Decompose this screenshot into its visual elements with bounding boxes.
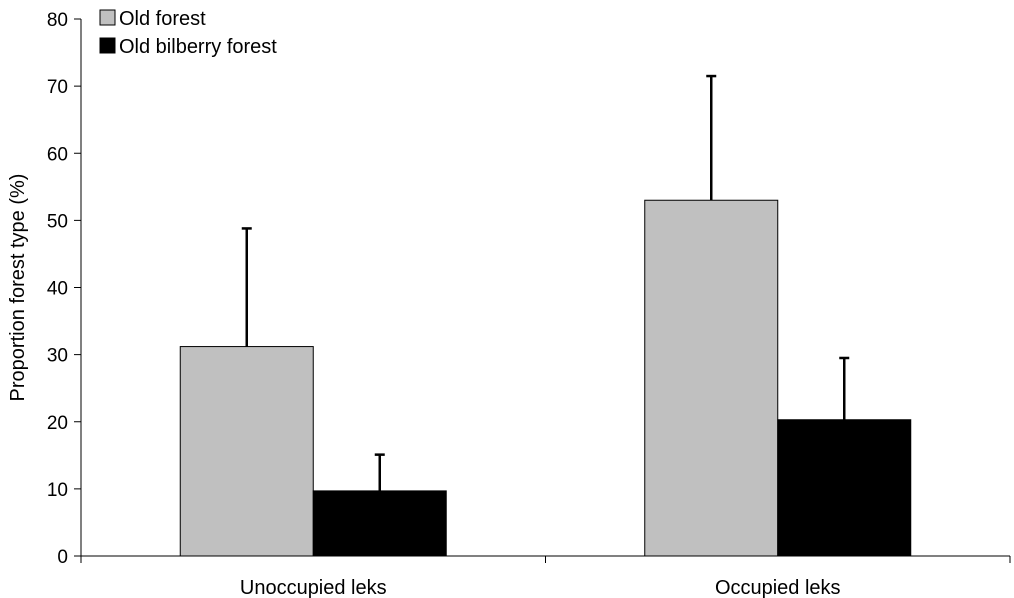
legend-swatch xyxy=(99,9,116,26)
bars xyxy=(179,199,912,557)
axes xyxy=(80,19,1010,557)
y-axis-ticks: 0 10 20 30 40 50 60 70 80 xyxy=(47,10,81,568)
bar-old-forest-unoccupied xyxy=(179,346,314,557)
bar-old-bilberry-forest-occupied xyxy=(777,419,912,557)
legend-label: Old forest xyxy=(119,8,206,30)
category-label: Unoccupied leks xyxy=(240,577,387,598)
y-tick-label: 10 xyxy=(47,480,68,501)
category-labels: Unoccupied leks Occupied leks xyxy=(240,577,841,598)
x-axis-ticks xyxy=(80,556,1011,563)
bar-old-bilberry-forest-unoccupied xyxy=(312,490,447,557)
y-tick-label: 80 xyxy=(47,10,68,31)
y-tick-label: 60 xyxy=(47,144,68,165)
error-bars xyxy=(241,74,850,491)
y-tick-label: 0 xyxy=(57,547,68,568)
category-label: Occupied leks xyxy=(715,577,841,598)
y-axis-title: Proportion forest type (%) xyxy=(7,174,29,402)
y-tick-label: 20 xyxy=(47,413,68,434)
legend-label: Old bilberry forest xyxy=(119,36,277,58)
legend-swatch xyxy=(99,37,116,54)
legend: Old forest Old bilberry forest xyxy=(99,8,277,58)
bar-old-forest-occupied xyxy=(644,199,779,557)
y-tick-label: 50 xyxy=(47,211,68,232)
y-tick-label: 70 xyxy=(47,77,68,98)
y-tick-label: 40 xyxy=(47,279,68,300)
y-tick-label: 30 xyxy=(47,346,68,367)
